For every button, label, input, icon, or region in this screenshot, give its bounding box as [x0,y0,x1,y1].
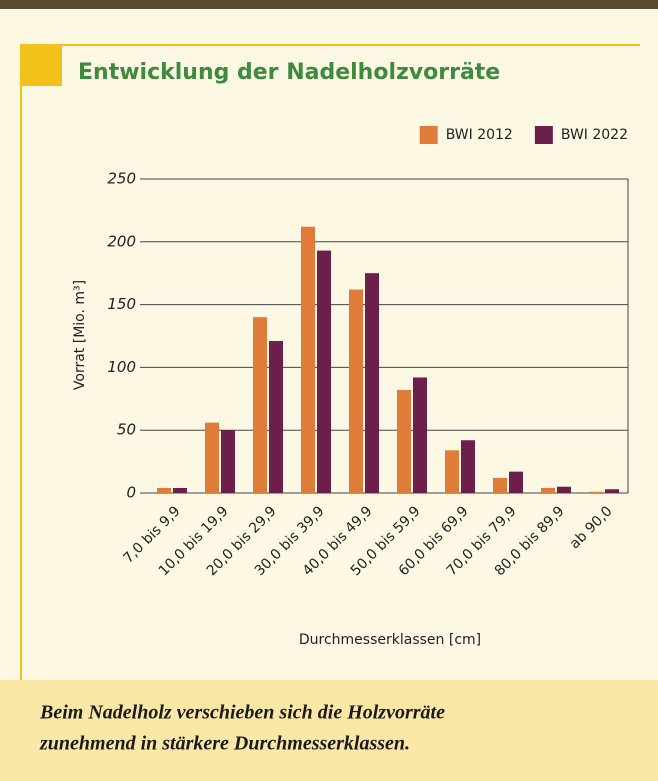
chart: Entwicklung der Nadelholzvorräte Vorrat … [0,0,658,781]
bar [157,488,171,493]
y-tick-label: 50 [117,421,136,439]
y-tick-label: 100 [107,358,136,376]
bar [221,430,235,493]
title-marker [22,46,62,86]
x-tick-label: ab 90,0 [567,503,616,552]
bar [445,450,459,493]
legend-label: BWI 2022 [561,127,628,143]
bar [365,273,379,493]
bar [605,489,619,493]
bar [317,251,331,493]
y-tick-label: 250 [107,170,136,188]
bar [557,487,571,493]
bar [589,492,603,493]
legend-label: BWI 2012 [446,127,513,143]
bar [413,377,427,493]
bar [205,423,219,493]
caption-box [0,680,658,781]
bar [461,440,475,493]
legend-swatch [420,126,438,144]
bar [253,317,267,493]
page: {"chart_data": {"type": "bar", "title": … [0,0,658,781]
bar [541,488,555,493]
bar [493,478,507,493]
bar [301,227,315,493]
x-axis-label: Durchmesserklassen [cm] [299,632,481,648]
y-tick-label: 0 [126,484,136,502]
bar [173,488,187,493]
chart-title: Entwicklung der Nadelholzvorräte [78,60,500,85]
frame-top [20,44,640,46]
legend-swatch [535,126,553,144]
y-tick-label: 150 [107,295,136,313]
caption-line: zunehmend in stärkere Durchmesserklassen… [39,733,410,755]
bar [397,390,411,493]
bar [509,472,523,493]
caption-line: Beim Nadelholz verschieben sich die Holz… [39,702,445,724]
photo-strip [0,0,658,9]
y-axis-label: Vorrat [Mio. m³] [72,280,88,390]
frame-left [20,44,22,680]
bar [269,341,283,493]
bar [349,290,363,493]
y-tick-label: 200 [107,232,136,250]
